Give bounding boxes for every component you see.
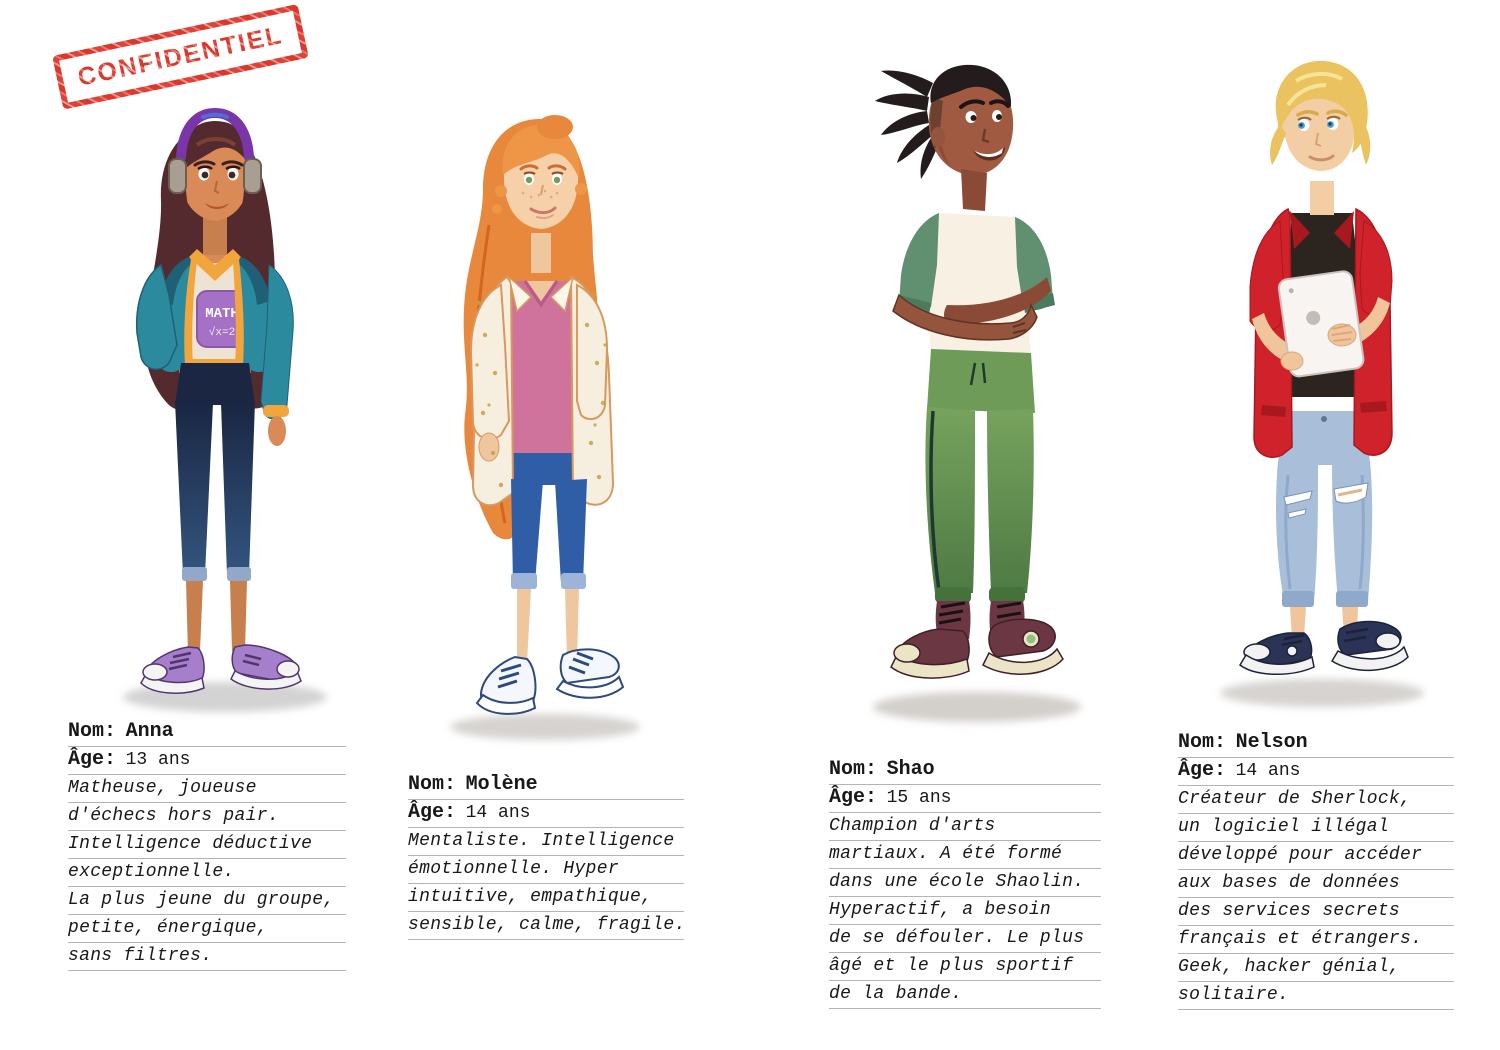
description-line: Champion d'arts — [829, 813, 1101, 841]
confidential-stamp: CONFIDENTIEL — [52, 3, 309, 110]
description-line: de la bande. — [829, 981, 1101, 1009]
description-line: Intelligence déductive — [68, 831, 346, 859]
description-line: Geek, hacker génial, — [1178, 954, 1454, 982]
description-line: un logiciel illégal — [1178, 814, 1454, 842]
description-line: émotionnelle. Hyper — [408, 856, 684, 884]
description-line: martiaux. A été formé — [829, 841, 1101, 869]
character-card-molene: Nom: Molène Âge: 14 ans Mentaliste. Inte… — [408, 772, 685, 940]
character-age: 14 ans — [465, 803, 531, 823]
coat-floral-pattern — [475, 292, 607, 488]
headphones-icon — [168, 107, 262, 194]
name-line: Nom: Anna — [68, 719, 346, 747]
name-label: Nom: — [1178, 731, 1227, 754]
nelson-illustration — [1220, 60, 1424, 707]
name-line: Nom: Shao — [829, 757, 1101, 785]
character-card-shao: Nom: Shao Âge: 15 ans Champion d'arts ma… — [829, 757, 1101, 1009]
ground-shadow — [873, 692, 1081, 722]
age-label: Âge: — [1178, 759, 1227, 782]
description-line: âgé et le plus sportif — [829, 953, 1101, 981]
age-label: Âge: — [408, 801, 457, 824]
description-line: Matheuse, joueuse — [68, 775, 346, 803]
description-line: des services secrets — [1178, 898, 1454, 926]
description-line: Mentaliste. Intelligence — [408, 828, 684, 856]
age-line: Âge: 13 ans — [68, 747, 346, 775]
description-line: Créateur de Sherlock, — [1178, 786, 1454, 814]
character-age: 13 ans — [125, 750, 191, 770]
description-line: de se défouler. Le plus — [829, 925, 1101, 953]
description-line: petite, énergique, — [68, 915, 346, 943]
character-name: Anna — [125, 720, 174, 743]
description-line: aux bases de données — [1178, 870, 1454, 898]
freckles — [521, 189, 559, 199]
description-line: dans une école Shaolin. — [829, 869, 1101, 897]
description-line: d'échecs hors pair. — [68, 803, 346, 831]
description-line: solitaire. — [1178, 982, 1454, 1010]
character-age: 15 ans — [886, 788, 952, 808]
description-line: sans filtres. — [68, 943, 346, 971]
character-name: Nelson — [1235, 731, 1308, 754]
character-name: Molène — [465, 773, 538, 796]
anna-illustration: MATH √x=2 — [123, 107, 327, 712]
tablet — [1277, 270, 1365, 378]
character-card-anna: Nom: Anna Âge: 13 ans Matheuse, joueuse … — [68, 719, 346, 971]
ground-shadow — [450, 714, 640, 740]
tshirt-text: MATH — [205, 306, 239, 322]
character-name: Shao — [886, 758, 935, 781]
name-label: Nom: — [408, 773, 457, 796]
description-line: La plus jeune du groupe, — [68, 887, 346, 915]
age-label: Âge: — [68, 748, 117, 771]
description-line: intuitive, empathique, — [408, 884, 684, 912]
age-line: Âge: 14 ans — [408, 800, 684, 828]
description-line: exceptionnelle. — [68, 859, 346, 887]
molene-illustration — [450, 115, 640, 740]
description-line: Hyperactif, a besoin — [829, 897, 1101, 925]
description-line: sensible, calme, fragile. — [408, 912, 685, 940]
name-label: Nom: — [829, 758, 878, 781]
shao-illustration — [873, 64, 1081, 722]
name-line: Nom: Nelson — [1178, 730, 1454, 758]
age-line: Âge: 15 ans — [829, 785, 1101, 813]
ground-shadow — [1220, 679, 1424, 707]
description-line: français et étrangers. — [1178, 926, 1454, 954]
age-line: Âge: 14 ans — [1178, 758, 1454, 786]
description-line: développé pour accéder — [1178, 842, 1454, 870]
name-label: Nom: — [68, 720, 117, 743]
character-age: 14 ans — [1235, 761, 1301, 781]
tshirt-formula: √x=2 — [209, 326, 235, 339]
age-label: Âge: — [829, 786, 878, 809]
name-line: Nom: Molène — [408, 772, 684, 800]
character-card-nelson: Nom: Nelson Âge: 14 ans Créateur de Sher… — [1178, 730, 1454, 1010]
